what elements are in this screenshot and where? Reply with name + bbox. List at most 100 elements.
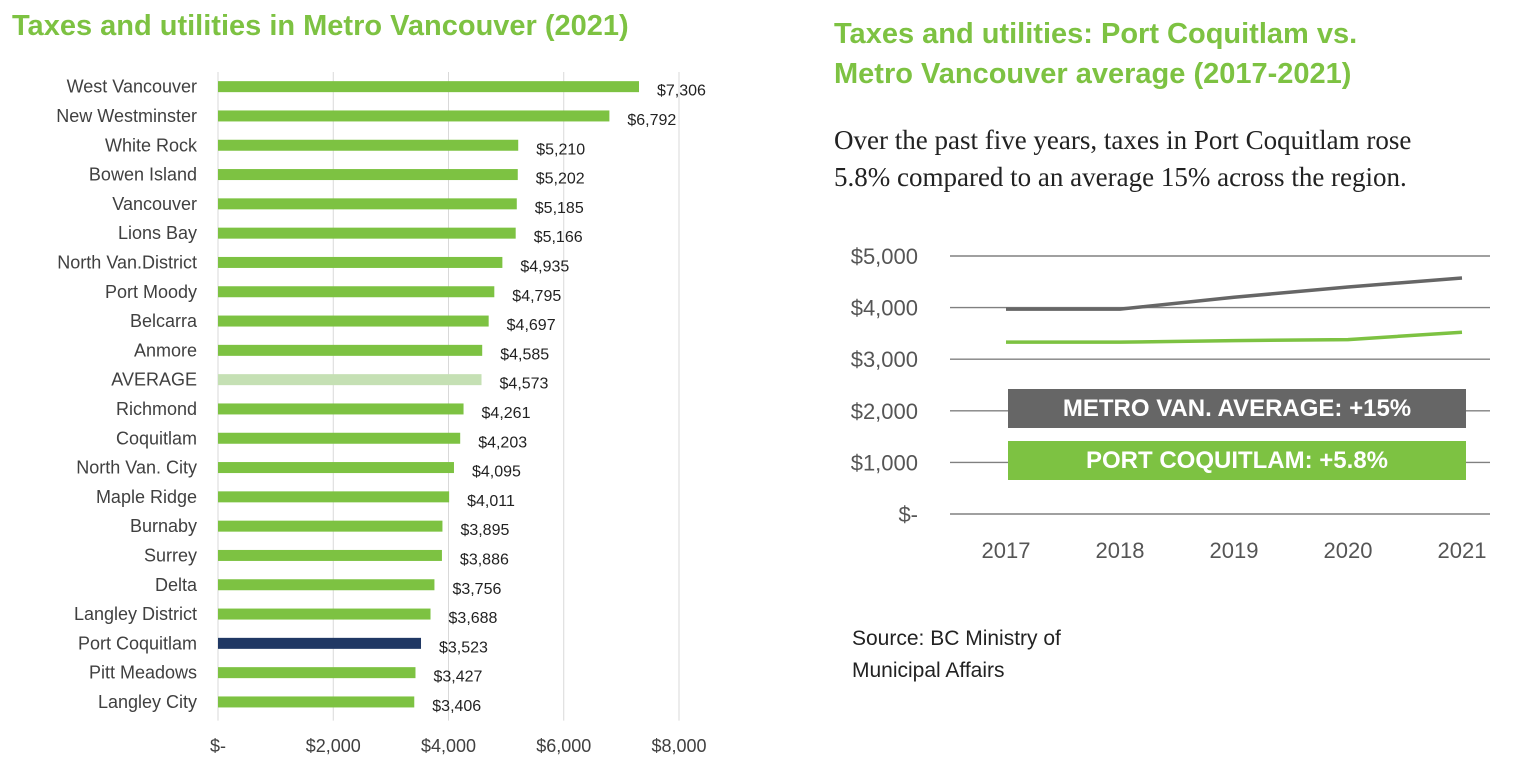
- category-label-port-moody: Port Moody: [105, 282, 197, 302]
- bar-anmore: [218, 344, 483, 356]
- line-x-tick-label: 2021: [1438, 538, 1487, 563]
- bar-pitt-meadows: [218, 667, 416, 679]
- bar-north-van-city: [218, 462, 454, 474]
- line-chart-y-axis: $- $1,000 $2,000 $3,000 $4,000 $5,000: [851, 244, 918, 527]
- value-label-average: $4,573: [500, 376, 549, 393]
- summary-line-2: 5.8% compared to an average 15% across t…: [834, 162, 1407, 192]
- category-label-maple-ridge: Maple Ridge: [96, 487, 197, 507]
- category-label-west-vancouver: West Vancouver: [67, 77, 197, 97]
- line-y-tick-label: $1,000: [851, 450, 918, 475]
- summary-line-1: Over the past five years, taxes in Port …: [834, 125, 1412, 155]
- category-label-white-rock: White Rock: [105, 135, 198, 155]
- category-label-lions-bay: Lions Bay: [118, 223, 197, 243]
- category-label-north-van-district: North Van.District: [57, 252, 197, 272]
- value-label-richmond: $4,261: [482, 405, 531, 422]
- value-label-surrey: $3,886: [460, 551, 509, 568]
- bar-north-van-district: [218, 256, 503, 268]
- category-label-average: AVERAGE: [111, 370, 197, 390]
- bar-coquitlam: [218, 432, 461, 444]
- value-label-north-van-city: $4,095: [472, 464, 521, 481]
- bar-belcarra: [218, 315, 489, 327]
- value-label-maple-ridge: $4,011: [467, 493, 515, 510]
- value-label-lions-bay: $5,166: [534, 229, 583, 246]
- source-note: Source: BC Ministry of Municipal Affairs: [852, 623, 1061, 687]
- value-label-bowen-island: $5,202: [536, 171, 585, 188]
- bar-lions-bay: [218, 227, 516, 239]
- value-label-burnaby: $3,895: [460, 522, 509, 539]
- summary-text: Over the past five years, taxes in Port …: [834, 122, 1524, 196]
- port-coquitlam-legend-banner: PORT COQUITLAM: +5.8%: [1008, 441, 1466, 480]
- category-label-delta: Delta: [155, 575, 198, 595]
- metro-average-line: [1006, 276, 1463, 311]
- category-label-bowen-island: Bowen Island: [89, 165, 197, 185]
- value-label-north-van-district: $4,935: [520, 258, 569, 275]
- line-x-tick-label: 2020: [1324, 538, 1373, 563]
- bar-richmond: [218, 403, 464, 415]
- value-label-pitt-meadows: $3,427: [433, 669, 482, 686]
- line-y-tick-label: $5,000: [851, 244, 918, 269]
- line-x-tick-label: 2017: [982, 538, 1031, 563]
- source-line-1: Source: BC Ministry of: [852, 627, 1061, 650]
- bar-maple-ridge: [218, 491, 450, 503]
- category-label-burnaby: Burnaby: [130, 516, 197, 536]
- line-y-tick-label: $4,000: [851, 296, 918, 321]
- line-y-tick-label: $2,000: [851, 399, 918, 424]
- source-line-2: Municipal Affairs: [852, 659, 1005, 682]
- category-label-belcarra: Belcarra: [130, 311, 198, 331]
- line-x-tick-label: 2018: [1096, 538, 1145, 563]
- value-label-white-rock: $5,210: [536, 141, 585, 158]
- category-label-new-westminster: New Westminster: [56, 106, 197, 126]
- bar-x-tick-label: $6,000: [536, 736, 591, 756]
- bar-x-tick-label: $4,000: [421, 736, 476, 756]
- bar-chart-category-labels: West Vancouver New Westminster White Rock B…: [56, 77, 198, 712]
- line-y-tick-label: $-: [898, 502, 918, 527]
- bar-chart: West Vancouver New Westminster White Rock B…: [56, 72, 707, 756]
- metro-average-legend-banner: METRO VAN. AVERAGE: +15%: [1008, 389, 1466, 428]
- category-label-north-van-city: North Van. City: [76, 458, 197, 478]
- category-label-richmond: Richmond: [116, 399, 197, 419]
- category-label-vancouver: Vancouver: [112, 194, 197, 214]
- value-label-delta: $3,756: [452, 581, 501, 598]
- line-x-tick-label: 2019: [1210, 538, 1259, 563]
- value-label-port-coquitlam: $3,523: [439, 639, 488, 656]
- bar-chart-title: Taxes and utilities in Metro Vancouver (…: [12, 10, 629, 42]
- value-label-west-vancouver: $7,306: [657, 83, 706, 100]
- value-label-new-westminster: $6,792: [627, 112, 676, 129]
- bar-delta: [218, 579, 435, 591]
- line-chart-title-line-2: Metro Vancouver average (2017-2021): [834, 58, 1352, 90]
- value-label-port-moody: $4,795: [512, 288, 561, 305]
- bar-new-westminster: [218, 110, 610, 122]
- bar-white-rock: [218, 139, 519, 151]
- value-label-anmore: $4,585: [500, 346, 549, 363]
- bar-langley-district: [218, 608, 431, 620]
- bar-average: [218, 374, 482, 386]
- category-label-coquitlam: Coquitlam: [116, 428, 197, 448]
- bar-burnaby: [218, 520, 443, 532]
- bar-west-vancouver: [218, 81, 640, 93]
- line-chart-x-axis: 2017 2018 2019 2020 2021: [982, 538, 1487, 563]
- bar-x-tick-label: $8,000: [651, 736, 706, 756]
- bar-bowen-island: [218, 169, 518, 181]
- category-label-surrey: Surrey: [144, 545, 197, 565]
- value-label-belcarra: $4,697: [507, 317, 556, 334]
- bar-chart-x-axis: $- $2,000 $4,000 $6,000 $8,000: [210, 736, 707, 756]
- category-label-langley-city: Langley City: [98, 692, 197, 712]
- bar-x-tick-label: $-: [210, 736, 226, 756]
- category-label-langley-district: Langley District: [74, 604, 197, 624]
- category-label-anmore: Anmore: [134, 340, 197, 360]
- category-label-pitt-meadows: Pitt Meadows: [89, 663, 197, 683]
- category-label-port-coquitlam: Port Coquitlam: [78, 633, 197, 653]
- line-chart-title-line-1: Taxes and utilities: Port Coquitlam vs.: [834, 18, 1358, 50]
- value-label-langley-district: $3,688: [449, 610, 498, 627]
- bar-langley-city: [218, 696, 415, 708]
- line-chart-title: Taxes and utilities: Port Coquitlam vs. …: [834, 14, 1514, 94]
- line-y-tick-label: $3,000: [851, 347, 918, 372]
- bar-x-tick-label: $2,000: [306, 736, 361, 756]
- bar-chart-bars: [218, 81, 640, 708]
- bar-port-coquitlam: [218, 637, 422, 649]
- line-chart-series: [1006, 276, 1463, 344]
- bar-chart-value-labels: $7,306 $6,792 $5,210 $5,202 $5,185 $5,166 $4,9…: [432, 83, 706, 715]
- value-label-vancouver: $5,185: [535, 200, 584, 217]
- bar-port-moody: [218, 286, 495, 298]
- bar-surrey: [218, 549, 442, 561]
